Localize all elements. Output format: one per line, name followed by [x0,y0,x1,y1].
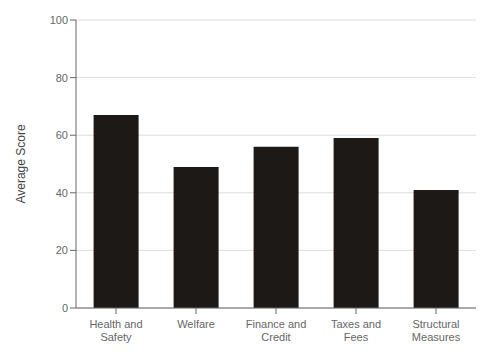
svg-text:0: 0 [62,302,68,314]
svg-text:Average Score: Average Score [14,124,28,203]
svg-text:Welfare: Welfare [177,318,215,330]
svg-text:Health andSafety: Health andSafety [89,318,142,343]
svg-text:20: 20 [56,244,68,256]
svg-text:40: 40 [56,187,68,199]
svg-text:60: 60 [56,129,68,141]
svg-text:StructuralMeasures: StructuralMeasures [412,318,461,343]
svg-text:100: 100 [50,14,68,26]
svg-text:Finance andCredit: Finance andCredit [246,318,307,343]
svg-text:Taxes andFees: Taxes andFees [331,318,381,343]
svg-text:80: 80 [56,72,68,84]
